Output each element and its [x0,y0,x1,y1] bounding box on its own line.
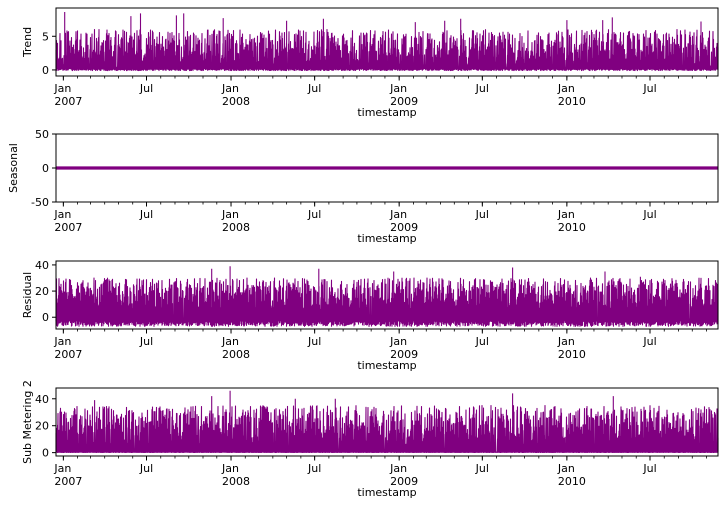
x-tick-label: Jan [557,208,575,221]
y-tick-label: 20 [35,285,49,298]
y-tick-label: 50 [35,128,49,141]
y-tick-label: 40 [35,259,49,272]
x-axis-label: timestamp [357,106,416,119]
x-tick-year-label: 2007 [54,348,82,361]
y-tick-label: 0 [42,311,49,324]
x-tick-label: Jan [53,462,71,475]
x-axis-label: timestamp [357,359,416,372]
x-tick-label: Jan [53,82,71,95]
x-tick-label: Jul [139,82,153,95]
y-tick-label: -50 [31,196,49,209]
x-tick-year-label: 2008 [222,221,250,234]
x-tick-year-label: 2008 [222,95,250,108]
x-tick-label: Jan [221,462,239,475]
x-tick-year-label: 2010 [558,348,586,361]
x-tick-label: Jul [642,82,656,95]
x-tick-year-label: 2009 [390,221,418,234]
x-tick-year-label: 2007 [54,95,82,108]
y-axis-label: Seasonal [7,143,20,193]
x-tick-label: Jul [307,82,321,95]
x-tick-label: Jul [139,335,153,348]
y-tick-label: 20 [35,420,49,433]
x-tick-label: Jul [307,208,321,221]
y-tick-label: 0 [42,447,49,460]
x-tick-label: Jan [389,335,407,348]
x-axis-label: timestamp [357,232,416,245]
x-axis-label: timestamp [357,486,416,499]
x-tick-label: Jan [389,208,407,221]
x-tick-label: Jul [475,462,489,475]
x-tick-label: Jul [475,82,489,95]
series-line [55,12,719,72]
series-line [55,266,719,327]
x-tick-year-label: 2007 [54,221,82,234]
x-tick-label: Jan [221,335,239,348]
axes-frame [55,260,719,330]
y-tick-label: 5 [42,30,49,43]
y-tick-label: 40 [35,393,49,406]
x-tick-year-label: 2008 [222,475,250,488]
x-tick-label: Jul [307,335,321,348]
x-tick-year-label: 2010 [558,95,586,108]
y-axis-label: Residual [21,272,34,318]
x-tick-year-label: 2009 [390,95,418,108]
x-tick-year-label: 2010 [558,475,586,488]
x-tick-label: Jan [557,335,575,348]
x-tick-year-label: 2010 [558,221,586,234]
y-tick-label: 0 [42,64,49,77]
series-line [55,390,719,454]
x-tick-label: Jan [53,208,71,221]
x-tick-year-label: 2008 [222,348,250,361]
x-tick-label: Jul [307,462,321,475]
x-tick-label: Jul [642,208,656,221]
axes-frame [55,387,719,457]
x-tick-year-label: 2009 [390,475,418,488]
x-tick-label: Jan [557,82,575,95]
x-tick-label: Jul [475,208,489,221]
y-axis-label: Trend [21,27,34,58]
axes-frame [55,7,719,77]
x-tick-year-label: 2007 [54,475,82,488]
x-tick-label: Jan [221,208,239,221]
x-tick-label: Jan [53,335,71,348]
x-tick-label: Jan [221,82,239,95]
x-tick-label: Jul [642,335,656,348]
y-axis-label: Sub Metering 2 [21,380,34,464]
x-tick-label: Jul [139,208,153,221]
x-tick-label: Jul [139,462,153,475]
y-tick-label: 0 [42,162,49,175]
x-tick-label: Jul [642,462,656,475]
x-tick-label: Jan [389,462,407,475]
x-tick-label: Jan [557,462,575,475]
x-tick-year-label: 2009 [390,348,418,361]
x-tick-label: Jan [389,82,407,95]
x-tick-label: Jul [475,335,489,348]
